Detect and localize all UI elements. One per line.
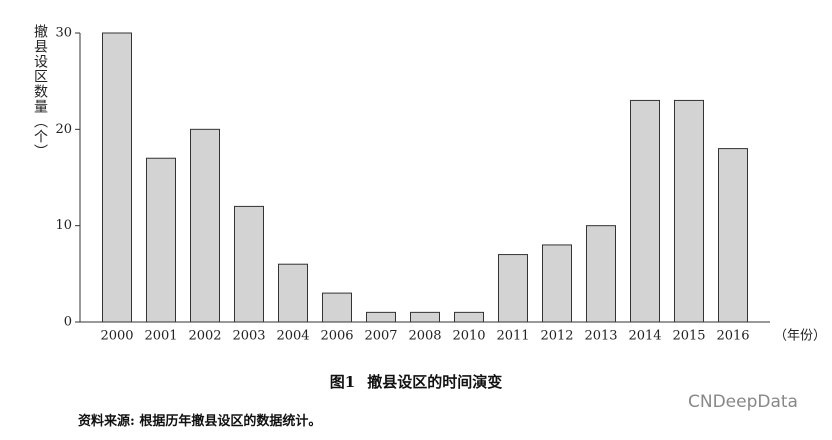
y-tick-label: 10 [55,218,72,233]
x-tick-label: 2010 [452,329,485,344]
source-note: 资料来源: 根据历年撤县设区的数据统计。 [78,414,322,429]
bar [674,99,704,323]
x-tick-label: 2006 [320,329,353,344]
y-tick-label: 30 [55,26,72,41]
bar [586,225,616,323]
x-tick-label: 2016 [716,329,749,344]
x-axis-label: （年份） [774,329,826,344]
y-axis-label: 撤县设区数量（个） [32,24,48,159]
x-tick-label: 2008 [408,329,441,344]
x-tick-label: 2003 [232,329,265,344]
figure-label: 图1 [329,373,356,391]
bar [366,311,396,323]
x-tick-label: 2014 [628,329,661,344]
bar [322,292,352,323]
y-tick-label: 20 [55,122,72,137]
x-tick-label: 2012 [540,329,573,344]
bar [190,128,220,323]
watermark: CNDeepData [688,392,798,412]
bar [234,205,264,323]
bar [278,263,308,323]
caption: 图1 撤县设区的时间演变 [0,371,832,392]
bar [718,148,748,323]
x-tick-label: 2001 [144,329,177,344]
figure-title: 撤县设区的时间演变 [367,373,503,391]
bar [542,244,572,323]
bar [102,32,132,323]
bar [498,254,528,323]
x-tick-label: 2011 [496,329,529,344]
x-tick-label: 2002 [188,329,221,344]
bar [146,157,176,323]
bar [410,311,440,323]
x-tick-label: 2015 [672,329,705,344]
x-tick-label: 2000 [100,329,133,344]
x-tick-label: 2013 [584,329,617,344]
chart: （年份） 0 10 20 30 2000 2001 2002 2003 2004 2006 2007… [55,26,826,344]
x-tick-label: 2007 [364,329,397,344]
y-tick-label: 0 [64,315,72,330]
x-tick-label: 2004 [276,329,309,344]
bar [630,99,660,323]
bar [454,311,484,323]
